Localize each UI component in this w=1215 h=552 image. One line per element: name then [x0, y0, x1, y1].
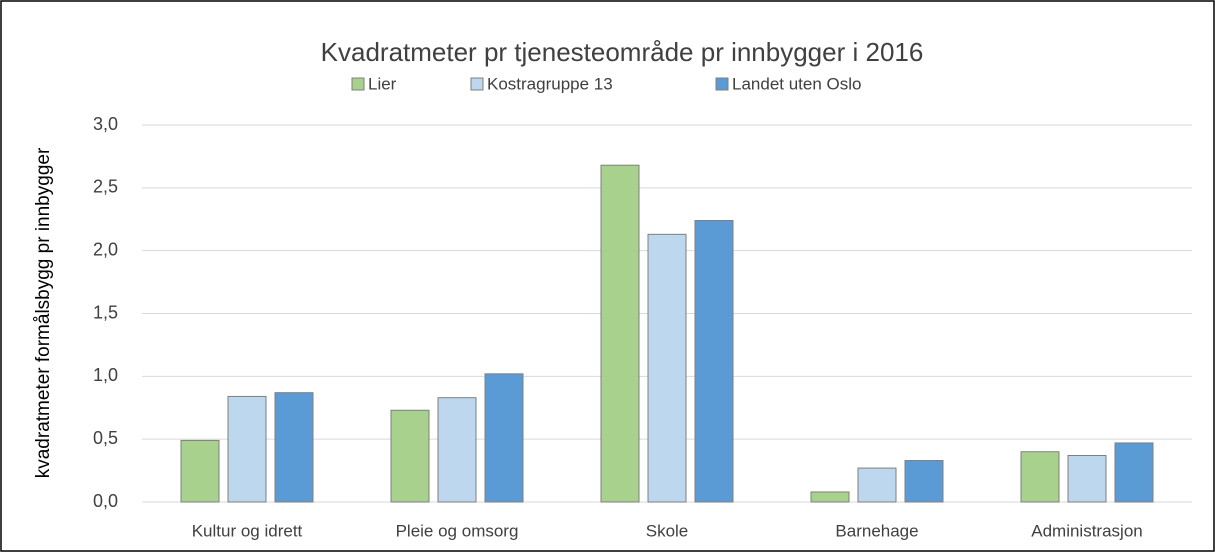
bar: [180, 439, 220, 503]
legend-swatch: [715, 77, 729, 91]
bar: [1067, 455, 1107, 503]
bar: [437, 397, 477, 503]
legend-label: Kostragruppe 13: [487, 74, 613, 93]
y-tick-label: 0,5: [93, 428, 118, 448]
bar: [390, 409, 430, 503]
x-tick-label: Barnehage: [835, 521, 918, 540]
chart-title: Kvadratmeter pr tjenesteområde pr innbyg…: [321, 37, 924, 67]
bar: [484, 373, 524, 503]
bar: [810, 491, 850, 503]
bar: [1114, 442, 1154, 503]
y-tick-label: 2,0: [93, 239, 118, 259]
bar: [227, 395, 267, 503]
x-tick-label: Skole: [646, 521, 689, 540]
bar: [694, 220, 734, 503]
bar: [1020, 451, 1060, 503]
legend-label: Landet uten Oslo: [732, 74, 861, 93]
y-tick-label: 3,0: [93, 114, 118, 134]
legend-swatch: [351, 77, 365, 91]
x-tick-label: Administrasjon: [1031, 521, 1143, 540]
x-tick-label: Pleie og omsorg: [396, 521, 519, 540]
y-tick-label: 0,0: [93, 491, 118, 511]
bar: [274, 392, 314, 503]
x-tick-label: Kultur og idrett: [192, 521, 303, 540]
y-tick-label: 1,5: [93, 302, 118, 322]
bar: [857, 467, 897, 503]
bar: [904, 460, 944, 503]
y-tick-label: 1,0: [93, 365, 118, 385]
y-tick-label: 2,5: [93, 177, 118, 197]
bar: [600, 164, 640, 503]
legend-label: Lier: [368, 74, 397, 93]
bar: [647, 233, 687, 503]
y-axis-label: kvadratmeter formålsbygg pr innbygger: [33, 147, 54, 478]
legend-swatch: [470, 77, 484, 91]
